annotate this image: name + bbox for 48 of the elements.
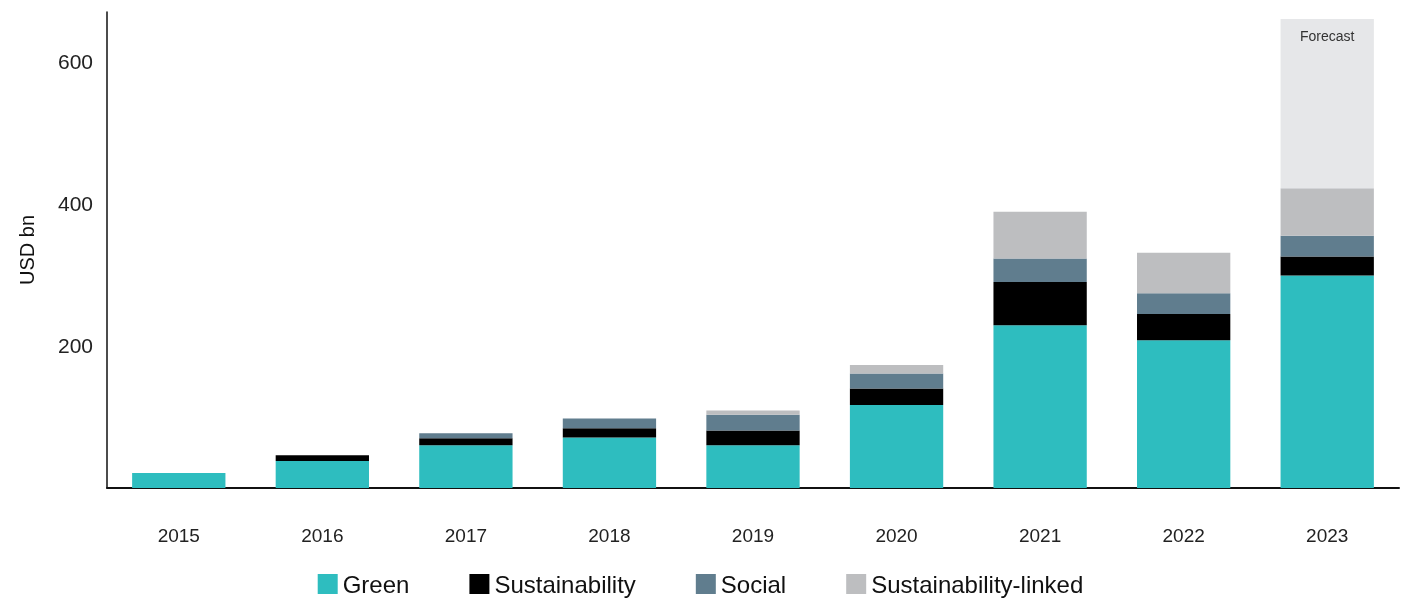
bar <box>993 325 1087 488</box>
x-tick-label: 2019 <box>731 525 775 546</box>
annotation: Forecast <box>1299 28 1355 45</box>
bar <box>1137 340 1231 488</box>
bar <box>275 455 369 461</box>
bar <box>849 388 944 405</box>
bar <box>1280 256 1374 276</box>
bar <box>562 418 657 429</box>
y-tick-label: 600 <box>57 50 93 74</box>
bar <box>562 437 657 488</box>
y-tick-label: 400 <box>57 192 93 216</box>
bar <box>1137 313 1231 341</box>
x-tick-label: 2016 <box>301 525 344 546</box>
bar <box>849 373 944 389</box>
bar <box>1137 252 1231 294</box>
bar <box>1280 235 1374 257</box>
x-tick-label: 2023 <box>1306 525 1349 546</box>
bar <box>419 438 513 446</box>
x-tick-label: 2021 <box>1018 525 1062 546</box>
bar <box>275 461 369 488</box>
bar <box>419 433 513 439</box>
bar <box>706 430 800 446</box>
bar <box>993 258 1087 282</box>
legend-label: Sustainability-linked <box>871 570 1084 598</box>
bar <box>706 414 800 431</box>
bar <box>1137 293 1231 314</box>
bar <box>1280 275 1374 488</box>
bar <box>706 445 800 488</box>
legend-label: Sustainability <box>494 570 636 598</box>
x-tick-label: 2015 <box>157 525 200 546</box>
x-tick-label: 2017 <box>444 525 488 546</box>
bar <box>1280 188 1374 236</box>
bar <box>132 473 226 488</box>
legend-label: Green <box>342 570 410 598</box>
x-tick-label: 2020 <box>875 525 918 546</box>
legend-label: Social <box>720 570 787 598</box>
bar <box>849 404 944 488</box>
bar <box>419 445 513 488</box>
bar <box>1280 19 1374 189</box>
bar <box>706 410 800 415</box>
bar <box>562 428 657 438</box>
x-tick-label: 2022 <box>1162 525 1205 546</box>
y-tick-label: 200 <box>57 334 93 358</box>
x-tick-label: 2018 <box>588 525 631 546</box>
bar <box>993 281 1087 326</box>
y-axis-title: USD bn <box>16 214 38 286</box>
bar <box>993 211 1087 259</box>
bar <box>849 365 944 374</box>
